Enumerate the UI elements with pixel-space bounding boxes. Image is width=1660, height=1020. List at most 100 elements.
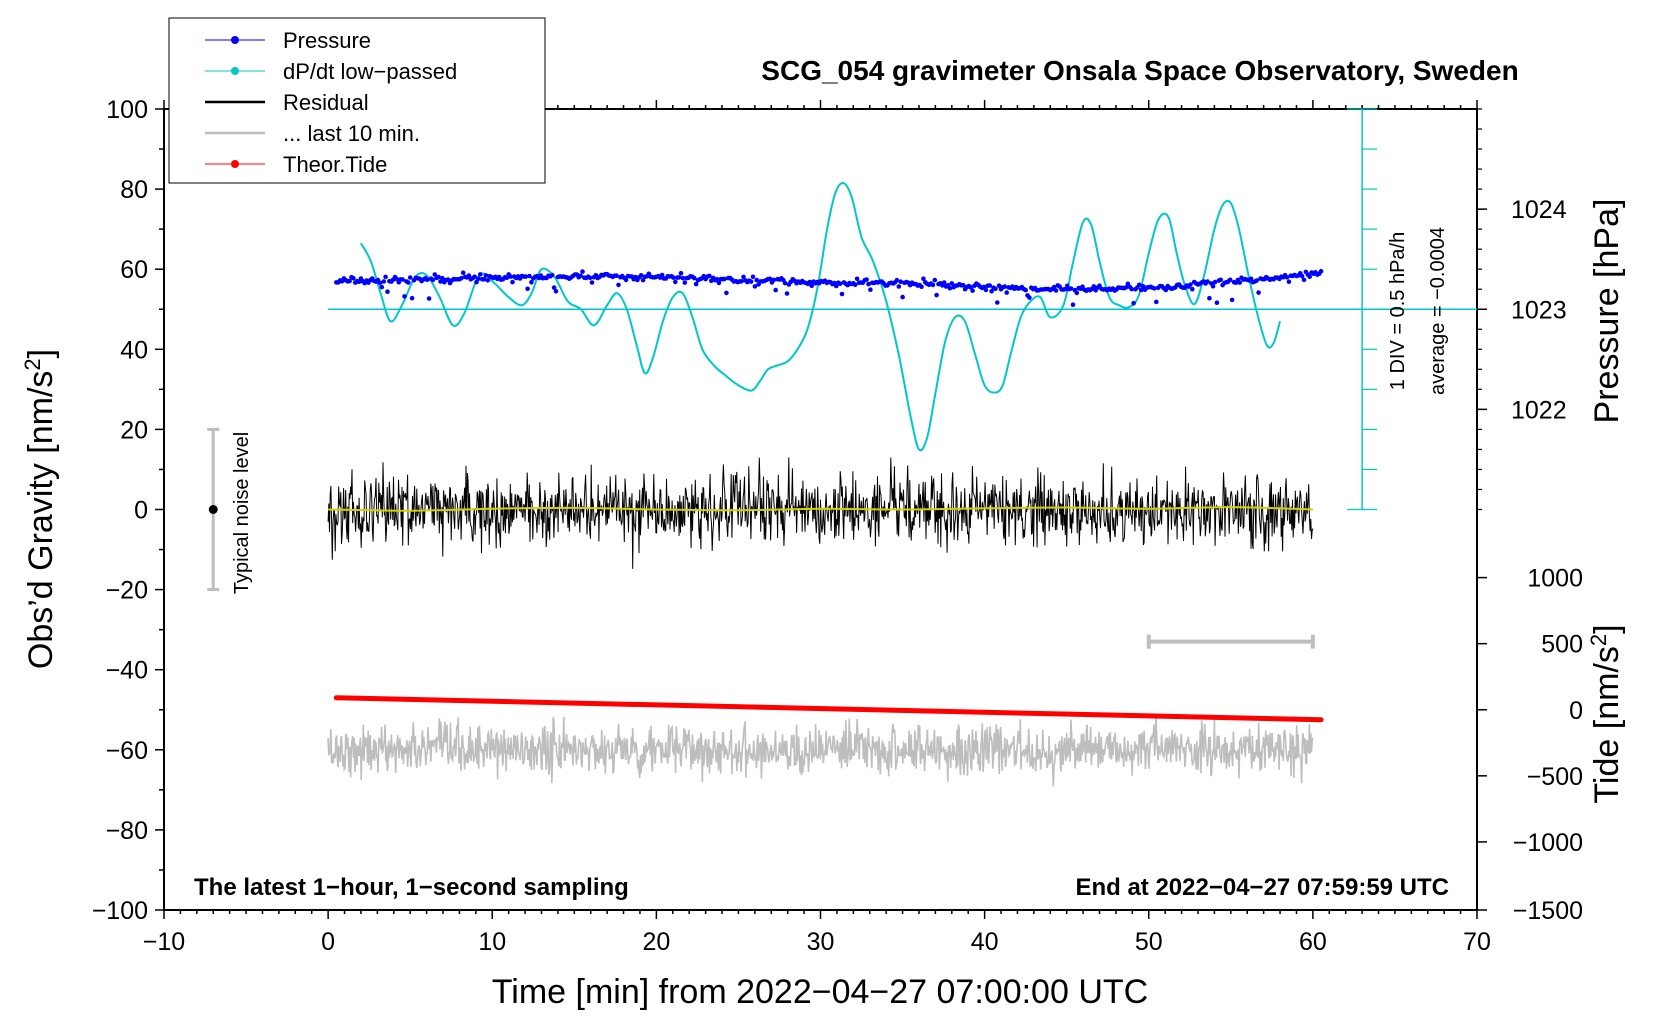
- series-pressure-point: [949, 281, 955, 286]
- series-pressure-point: [436, 274, 441, 280]
- series-pressure-point: [1205, 279, 1210, 284]
- series-pressure-point: [1004, 290, 1009, 295]
- tide-tick-label: 0: [1569, 697, 1583, 725]
- series-pressure-point: [894, 277, 900, 283]
- series-pressure-point: [941, 280, 947, 285]
- y-axis-title: Obs’d Gravity [nm/s2]: [20, 349, 61, 669]
- series-pressure-point: [898, 279, 903, 285]
- series-pressure-point: [996, 283, 1002, 289]
- x-tick-label: 30: [807, 928, 835, 956]
- series-pressure-point: [707, 273, 712, 279]
- pressure-tick-label: 1023: [1511, 296, 1567, 324]
- legend-label-theor-tide: Theor.Tide: [283, 152, 387, 177]
- y-tick-label: −40: [106, 657, 148, 685]
- series-pressure-point: [1138, 287, 1144, 293]
- series-pressure-point: [430, 277, 436, 283]
- series-pressure-point: [409, 295, 415, 301]
- series-pressure-point: [750, 274, 756, 280]
- series-pressure-point: [523, 274, 528, 279]
- series-residual-smoothed-line: [328, 506, 1313, 512]
- x-tick-label: 20: [642, 928, 670, 956]
- noise-level-label: Typical noise level: [231, 432, 253, 594]
- series-pressure-point: [614, 273, 619, 279]
- tide-tick-label: −1500: [1513, 897, 1583, 925]
- pressure-tick-label: 1024: [1511, 196, 1567, 224]
- series-pressure-point: [934, 292, 939, 298]
- series-pressure-point: [347, 278, 352, 284]
- series-pressure-point: [623, 277, 629, 283]
- legend-label-pressure: Pressure: [283, 28, 371, 53]
- legend-swatch-dot: [231, 160, 239, 168]
- series-pressure-point: [426, 296, 432, 301]
- series-pressure-point: [1301, 277, 1307, 283]
- series-pressure-point: [837, 281, 843, 287]
- series-pressure-point: [968, 284, 973, 290]
- x-tick-label: 40: [971, 928, 999, 956]
- series-pressure-point: [510, 279, 515, 285]
- series-pressure-point: [459, 275, 464, 281]
- series-pressure-point: [1286, 279, 1292, 285]
- series-pressure-point: [351, 275, 356, 281]
- series-pressure-point: [383, 274, 388, 280]
- series-pressure-point: [1131, 300, 1136, 306]
- series-pressure-point: [839, 291, 845, 297]
- x-tick-label: 0: [321, 928, 335, 956]
- dpdt-scale-div-label: 1 DIV = 0.5 hPa/h: [1387, 232, 1409, 390]
- series-pressure-point: [379, 284, 385, 290]
- series-pressure-point: [868, 287, 873, 293]
- series-pressure-point: [478, 272, 483, 277]
- series-pressure-point: [1154, 299, 1159, 305]
- series-pressure-point: [676, 275, 682, 280]
- series-pressure-point: [1002, 284, 1008, 289]
- series-pressure-point: [722, 276, 727, 282]
- series-pressure-point: [1129, 286, 1134, 292]
- series-pressure-point: [485, 278, 491, 283]
- series-pressure-point: [527, 273, 532, 279]
- series-pressure-point: [1307, 274, 1312, 280]
- series-pressure-point: [508, 274, 513, 279]
- y-tick-label: 80: [120, 176, 148, 204]
- series-pressure-point: [900, 294, 905, 300]
- series-pressure-point: [754, 277, 759, 283]
- series-pressure-point: [402, 294, 407, 299]
- y-tick-label: −80: [106, 817, 148, 845]
- series-pressure-point: [529, 280, 534, 285]
- x-tick-label: 70: [1463, 928, 1491, 956]
- series-pressure-point: [1068, 286, 1074, 291]
- series-pressure-point: [983, 287, 989, 293]
- series-pressure-point: [1188, 282, 1193, 287]
- series-pressure-point: [1218, 277, 1223, 283]
- axes-layer: −10 0 10 20 30 40 50 60 70100806040200−20−40−60−…: [92, 96, 1583, 956]
- series-pressure-point: [1299, 273, 1305, 279]
- series-pressure-point: [1053, 288, 1059, 293]
- legend: Pressure dP/dt low−passed Residual ... last…: [168, 17, 546, 184]
- series-pressure-point: [1190, 286, 1195, 292]
- y-tick-label: 20: [120, 416, 148, 444]
- series-pressure-point: [960, 282, 966, 288]
- series-pressure-point: [1152, 286, 1157, 291]
- y-tick-label: 40: [120, 336, 148, 364]
- series-pressure-point: [852, 282, 858, 288]
- series-pressure-point: [659, 272, 665, 278]
- series-pressure-point: [1318, 268, 1324, 274]
- x-tick-label: 50: [1135, 928, 1163, 956]
- legend-swatch-dot: [231, 67, 239, 75]
- tide-axis-title: Tide [nm/s2]: [1586, 624, 1627, 803]
- series-pressure-point: [476, 276, 481, 282]
- series-pressure-point: [932, 277, 938, 283]
- series-pressure-point: [1248, 276, 1254, 282]
- series-pressure-point: [693, 281, 699, 287]
- series-pressure-point: [748, 279, 754, 284]
- series-pressure-point: [589, 280, 595, 285]
- y-tick-label: 100: [106, 96, 148, 124]
- series-pressure-point: [1091, 284, 1097, 289]
- x-tick-label: −10: [143, 928, 185, 956]
- series-pressure-point: [741, 274, 746, 280]
- series-pressure-point: [919, 284, 924, 290]
- series-pressure-point: [481, 276, 487, 282]
- series-pressure-point: [995, 300, 1000, 305]
- series-pressure-point: [472, 274, 477, 280]
- legend-swatch-dot: [231, 36, 239, 44]
